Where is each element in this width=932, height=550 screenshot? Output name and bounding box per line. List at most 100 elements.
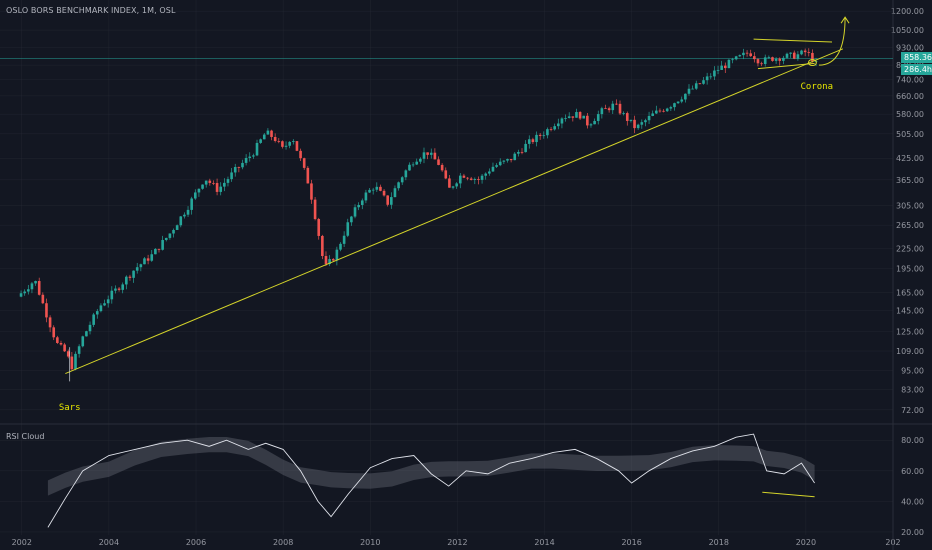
candle-up (727, 59, 731, 69)
y-tick-label: 305.00 (896, 201, 924, 210)
candle-up (364, 192, 368, 201)
candle-up (644, 120, 647, 123)
trend-line (753, 38, 833, 43)
candle-up (259, 139, 262, 143)
candle-up (782, 57, 785, 61)
candle-up (233, 166, 237, 173)
candle-up (95, 311, 99, 315)
candle-down (437, 159, 440, 165)
candle-up (288, 141, 291, 146)
candle-up (655, 110, 658, 114)
candle-up (687, 88, 691, 94)
candle-up (455, 183, 458, 187)
candle-up (774, 58, 778, 61)
candle-down (448, 178, 451, 188)
candle-down (310, 183, 313, 200)
candle-up (742, 52, 745, 56)
candle-down (444, 170, 448, 179)
candle-down (63, 344, 66, 352)
x-tick-label: 2004 (99, 538, 119, 547)
candle-up (567, 116, 571, 118)
candle-up (143, 258, 146, 265)
candle-up (190, 198, 193, 210)
candle-up (350, 216, 353, 223)
candle-up (495, 165, 498, 167)
candle-up (622, 113, 625, 114)
projection-arrow (818, 17, 846, 66)
candle-up (705, 76, 709, 81)
y-tick-label: 165.00 (896, 288, 924, 297)
candle-up (183, 214, 186, 217)
y-tick-label: 660.00 (896, 92, 924, 101)
candle-down (313, 199, 317, 220)
candle-up (636, 124, 640, 129)
candle-up (524, 143, 527, 153)
candle-up (103, 303, 106, 306)
candle-down (237, 166, 241, 168)
candle-up (248, 156, 252, 158)
candle-up (204, 180, 208, 185)
candle-down (633, 119, 636, 129)
candle-down (386, 195, 389, 205)
candle-up (498, 161, 502, 166)
candle-up (114, 288, 117, 291)
candle-up (357, 204, 360, 208)
candle-up (734, 56, 738, 60)
candle-up (154, 248, 157, 255)
candle-up (85, 331, 88, 337)
candle-up (121, 284, 125, 290)
rsi-line (47, 433, 815, 528)
candle-up (34, 281, 37, 284)
candle-down (306, 167, 310, 184)
candle-down (426, 152, 429, 155)
candle-up (346, 222, 350, 236)
candle-up (593, 120, 596, 125)
y-tick-label: 1050.00 (891, 26, 924, 35)
candle-down (52, 327, 56, 338)
candle-down (469, 178, 473, 180)
candle-up (393, 188, 397, 198)
trend-line (65, 48, 844, 375)
y-tick-label: 109.00 (896, 347, 924, 356)
candle-up (415, 161, 419, 165)
y-tick-label: 83.00 (901, 386, 924, 395)
candle-down (625, 113, 629, 121)
candle-up (720, 65, 723, 70)
rsi-tick-label: 80.00 (901, 436, 924, 445)
candle-up (684, 93, 687, 100)
y-tick-label: 195.00 (896, 265, 924, 274)
candle-down (753, 56, 756, 60)
candle-down (295, 141, 299, 151)
candle-up (517, 151, 520, 154)
candle-down (723, 65, 727, 69)
y-tick-label: 265.00 (896, 221, 924, 230)
candle-up (458, 175, 462, 184)
y-tick-label: 740.00 (896, 76, 924, 85)
x-tick-label: 2014 (534, 538, 554, 547)
candle-up (527, 139, 531, 144)
candle-down (324, 256, 328, 265)
candle-down (382, 190, 386, 196)
candle-down (531, 139, 535, 143)
candle-up (284, 145, 288, 147)
candle-up (611, 103, 615, 111)
candle-down (586, 115, 589, 126)
candle-down (66, 351, 70, 357)
candle-down (302, 158, 306, 168)
candle-up (629, 119, 633, 121)
candle-down (208, 180, 212, 183)
candle-down (538, 134, 542, 136)
candle-up (255, 142, 259, 156)
candle-down (56, 337, 59, 343)
candle-up (694, 83, 698, 89)
candle-up (226, 179, 230, 183)
x-tick-label: 2002 (12, 538, 32, 547)
candle-up (339, 243, 342, 250)
candle-down (212, 182, 215, 184)
last-price-tag: 858.36 (901, 52, 932, 63)
candle-up (480, 175, 484, 180)
candle-up (800, 50, 803, 55)
candle-up (397, 182, 400, 189)
annotation-sars: Sars (59, 403, 81, 413)
candle-down (760, 63, 763, 65)
